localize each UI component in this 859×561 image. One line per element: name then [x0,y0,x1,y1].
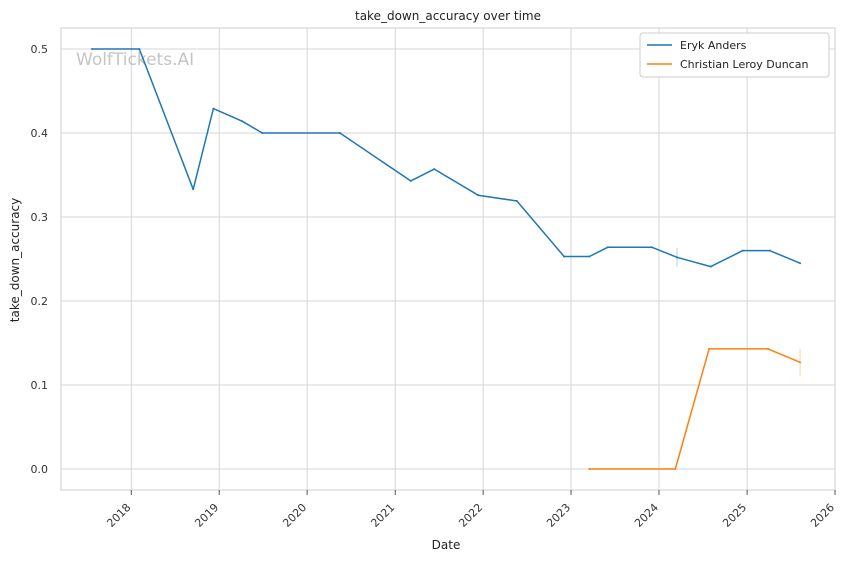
data-point-eryk-anders [192,188,195,191]
data-point-eryk-anders [799,262,802,265]
legend-label-eryk-anders: Eryk Anders [680,39,747,52]
legend-box [639,32,830,78]
data-point-eryk-anders [768,249,771,252]
data-point-eryk-anders [433,168,436,171]
data-point-eryk-anders [650,246,653,249]
y-tick-label: 0.2 [31,295,49,308]
data-point-christian-leroy-duncan [588,468,591,470]
chart-title: take_down_accuracy over time [355,9,541,23]
data-point-eryk-anders [138,48,141,50]
data-point-eryk-anders [409,179,412,182]
watermark-text: WolfTickets.AI [76,50,194,70]
legend: Eryk Anders Christian Leroy Duncan [639,32,830,78]
plot-area-frame [60,27,836,491]
data-point-eryk-anders [606,246,609,249]
data-point-eryk-anders [676,256,679,259]
y-axis-ticks: 0.0 0.1 0.2 0.3 0.4 0.5 [31,43,49,476]
y-tick-label: 0.1 [31,379,49,392]
y-axis-title: take_down_accuracy [8,198,22,322]
data-point-christian-leroy-duncan [708,347,711,350]
data-point-eryk-anders [515,200,518,203]
data-point-eryk-anders [338,132,341,134]
grid [61,28,836,490]
y-tick-label: 0.5 [31,43,49,56]
data-point-eryk-anders [563,255,566,258]
series-line-eryk-anders [92,48,801,268]
data-point-eryk-anders [212,107,215,110]
data-point-christian-leroy-duncan [767,347,770,350]
data-point-eryk-anders [588,255,591,258]
legend-label-christian-leroy-duncan: Christian Leroy Duncan [680,58,808,71]
y-tick-label: 0.3 [31,211,49,224]
data-point-eryk-anders [261,132,264,134]
data-point-christian-leroy-duncan [674,468,677,470]
x-axis-title: Date [432,538,461,552]
data-point-eryk-anders [91,48,94,50]
series-lines [91,48,802,470]
y-tick-label: 0.0 [31,463,49,476]
y-tick-label: 0.4 [31,127,49,140]
data-point-eryk-anders [241,120,244,123]
data-point-eryk-anders [741,249,744,252]
data-point-eryk-anders [477,194,480,197]
data-point-eryk-anders [709,265,712,268]
data-point-christian-leroy-duncan [799,361,802,364]
